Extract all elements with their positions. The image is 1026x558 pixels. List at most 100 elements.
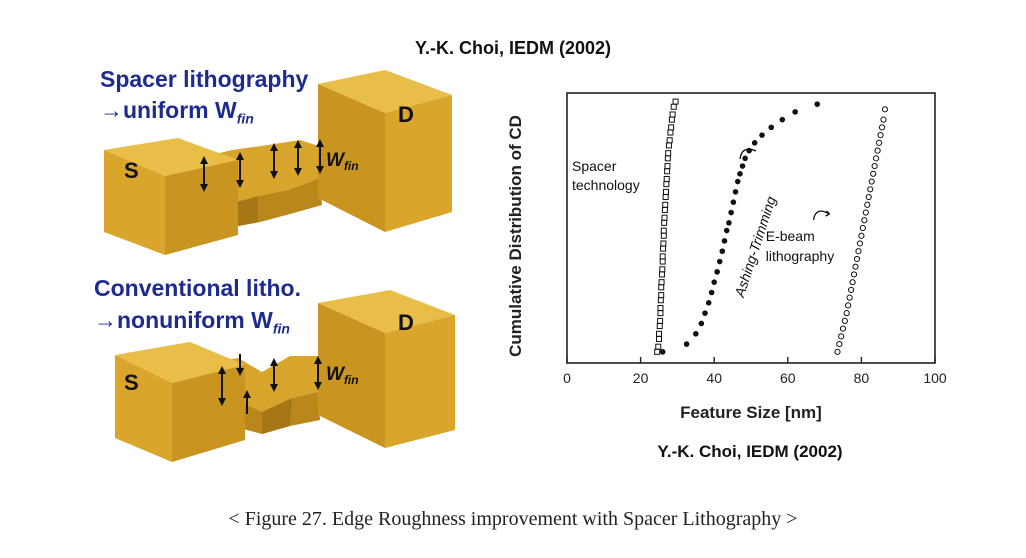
wfin-label-2: Wfin (326, 364, 359, 387)
drain-block-top-1 (318, 70, 452, 113)
drain-block-side-2 (385, 315, 455, 448)
uniform-wfin-label: →uniform Wfin (100, 97, 254, 127)
ebeam-data-point (880, 116, 887, 123)
ashing-curve-arrow (739, 148, 757, 160)
drain-block-top-2 (318, 290, 455, 333)
uniform-fin-structure: S D Wfin (104, 70, 452, 255)
spacer-annotation-line1: Spacer (572, 158, 617, 174)
ashing-annotation: Ashing-Trimming (731, 194, 779, 300)
ebeam-data-point (841, 317, 848, 324)
spacer-data-point (662, 201, 669, 208)
source-block-side-2 (172, 365, 245, 462)
ebeam-data-point (836, 341, 843, 348)
cd-distribution-chart: 0 20 40 60 80 100 Feature Size [nm] Cumulative … (506, 92, 947, 422)
ashing-data-point (751, 140, 758, 146)
spacer-data-point (668, 124, 675, 131)
ashing-data-point (737, 171, 743, 177)
ebeam-data-point (849, 279, 856, 286)
spacer-data-point (664, 163, 671, 170)
ebeam-data-point (838, 333, 845, 340)
spacer-data-point (663, 181, 670, 188)
wfin-letter-1: W (326, 150, 346, 171)
ashing-data-point (723, 227, 730, 234)
spacer-data-point (655, 343, 662, 350)
spacer-litho-title: Spacer lithography (100, 66, 309, 92)
source-label-1: S (124, 158, 139, 183)
spacer-data-point (657, 297, 664, 304)
drain-label-2: D (398, 310, 414, 335)
spacer-data-point (658, 279, 665, 286)
ashing-data-point (693, 330, 699, 337)
spacer-data-point (672, 98, 679, 105)
spacer-data-point (661, 219, 668, 226)
ashing-data-point (759, 132, 765, 138)
spacer-data-point (658, 271, 665, 278)
ashing-data-point (711, 279, 717, 285)
spacer-data-point (662, 194, 669, 201)
figure-caption: < Figure 27. Edge Roughness improvement … (228, 508, 798, 530)
ebeam-data-point (871, 162, 878, 170)
ebeam-data-point (873, 155, 880, 162)
spacer-data-point (668, 116, 675, 123)
source-label-2: S (124, 370, 139, 395)
top-citation: Y.-K. Choi, IEDM (2002) (414, 38, 612, 58)
spacer-data-point (656, 335, 662, 342)
ebeam-data-point (850, 271, 858, 278)
ebeam-data-point (874, 147, 881, 154)
nonuniform-wfin-text: →nonuniform W (94, 307, 273, 333)
source-block-front-1 (104, 150, 165, 255)
ashing-data-point (734, 178, 741, 185)
source-block-top-2 (115, 342, 245, 383)
x-tick-label: 100 (923, 370, 947, 386)
nonuniform-fin-facet (262, 398, 292, 434)
ebeam-data-point (877, 132, 884, 139)
spacer-data-point (661, 214, 668, 221)
wfin-label-1: Wfin (326, 150, 359, 173)
spacer-data-point (661, 206, 668, 213)
ashing-data-point (779, 116, 786, 123)
plot-frame (566, 92, 936, 364)
spacer-data-point (657, 304, 664, 311)
ebeam-annotation-line2: lithography (766, 248, 835, 264)
wfin-letter-2: W (326, 364, 346, 385)
spacer-data-point (669, 111, 676, 118)
ashing-data-point (683, 341, 690, 347)
spacer-data-point (657, 317, 664, 324)
ebeam-data-point (881, 106, 889, 113)
ebeam-data-point (864, 201, 871, 208)
ebeam-data-point (868, 178, 875, 185)
chart-citation: Y.-K. Choi, IEDM (2002) (657, 442, 843, 461)
ebeam-data-point (867, 186, 874, 193)
drain-block-front-1 (318, 84, 385, 232)
ashing-data-point (698, 320, 705, 327)
ashing-data-point (702, 310, 708, 316)
ebeam-data-point (861, 217, 868, 224)
ashing-data-point (730, 199, 737, 205)
spacer-data-point (665, 150, 672, 157)
spacer-data-point (664, 155, 671, 162)
spacer-data-point (670, 103, 677, 110)
drain-label-1: D (398, 102, 414, 127)
ebeam-data-point (856, 240, 864, 247)
ashing-data-point (792, 109, 798, 115)
spacer-data-point (659, 258, 666, 265)
ashing-data-point (719, 248, 726, 255)
ebeam-data-point (862, 209, 869, 216)
ebeam-data-point (855, 248, 862, 255)
ashing-data-point (814, 101, 821, 107)
ebeam-data-point (865, 193, 872, 201)
uniform-wfin-sub: fin (236, 110, 254, 127)
wfin-sub-1: fin (344, 159, 359, 173)
spacer-data-point (660, 227, 667, 234)
x-tick-label: 20 (633, 370, 649, 386)
ashing-data-point (726, 220, 732, 226)
wfin-sub-2: fin (344, 373, 359, 387)
spacer-data-point (657, 310, 664, 317)
spacer-data-point (656, 330, 662, 337)
ashing-data-point (732, 189, 739, 195)
ebeam-data-point (847, 286, 855, 294)
nonuniform-wfin-label: →nonuniform Wfin (94, 307, 290, 337)
spacer-annotation-line2: technology (572, 177, 640, 193)
spacer-data-point (660, 240, 667, 247)
y-axis-label: Cumulative Distribution of CD (506, 115, 525, 357)
